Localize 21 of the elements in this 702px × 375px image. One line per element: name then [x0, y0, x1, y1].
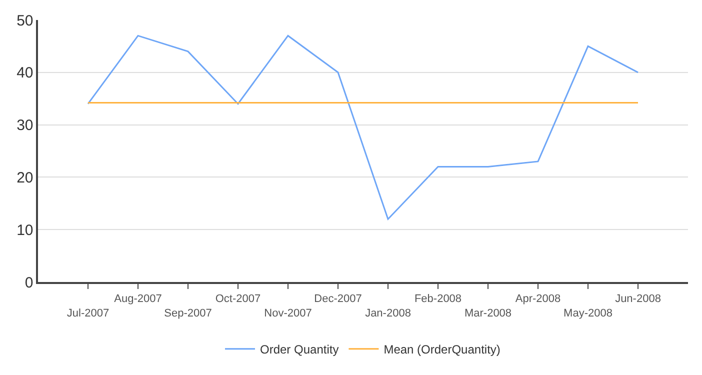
y-tick-label: 0: [24, 274, 34, 292]
x-tick-label: Apr-2008: [515, 292, 561, 305]
x-tick-label: Oct-2007: [215, 292, 261, 305]
x-tick-label: May-2008: [564, 307, 612, 320]
x-tick-label: Feb-2008: [414, 292, 462, 305]
x-tick-label: Sep-2007: [164, 307, 212, 320]
x-tick-label: Jun-2008: [615, 292, 661, 305]
legend-label: Mean (OrderQuantity): [384, 342, 500, 357]
x-tick-label: Jan-2008: [365, 307, 411, 320]
y-tick-label: 10: [16, 222, 34, 239]
x-tick-label: Jul-2007: [66, 307, 110, 320]
y-tick-label: 20: [16, 169, 34, 186]
x-tick-label: Mar-2008: [464, 307, 512, 320]
line-series: [87, 34, 639, 220]
y-tick-label: 40: [16, 64, 34, 82]
x-tick-label: Nov-2007: [264, 307, 312, 320]
y-tick-label: 50: [16, 12, 34, 30]
x-tick-label: Dec-2007: [314, 292, 362, 305]
legend-label: Order Quantity: [260, 342, 339, 357]
y-tick-label: 30: [16, 117, 34, 134]
x-tick-label: Aug-2007: [114, 292, 162, 305]
